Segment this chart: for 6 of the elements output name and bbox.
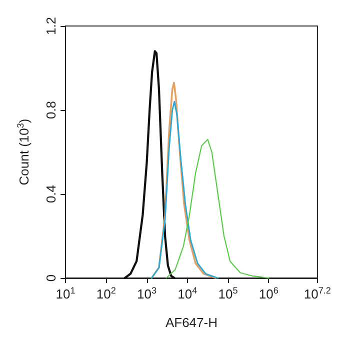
x-axis-title: AF647-H — [165, 315, 218, 330]
y-axis-title: Count (103) — [16, 118, 32, 186]
y-tick-label: 1.2 — [44, 16, 58, 36]
y-tick-label: 0.4 — [44, 184, 58, 204]
y-tick-label: 0 — [44, 274, 58, 282]
y-tick-label: 0.8 — [44, 100, 58, 120]
